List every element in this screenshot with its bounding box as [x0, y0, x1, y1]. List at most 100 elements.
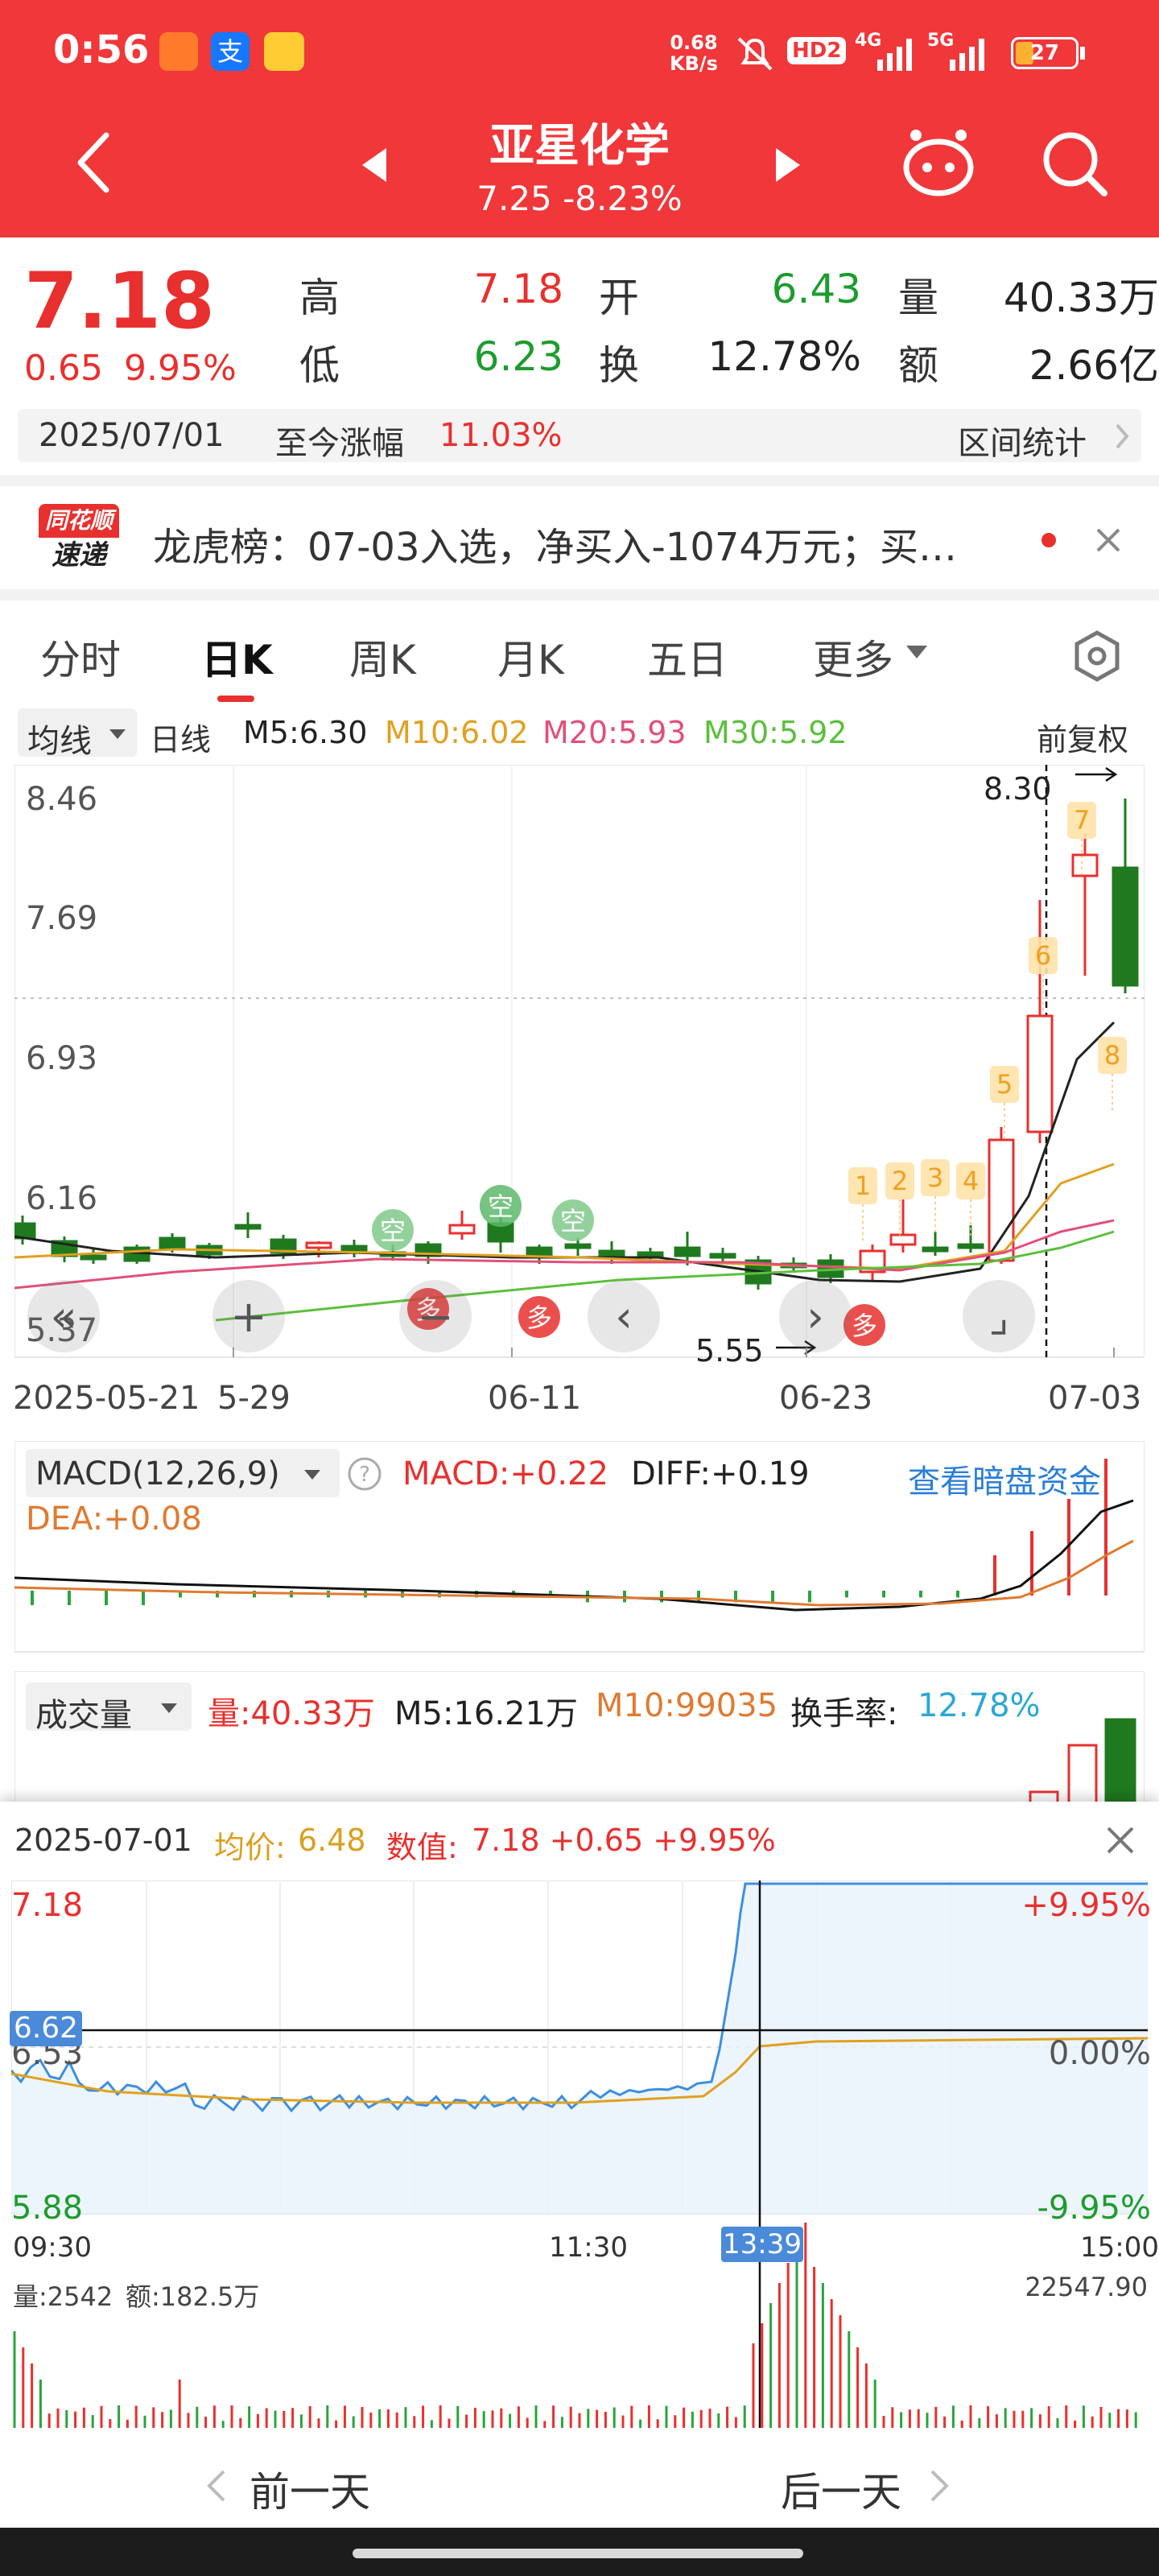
signal-marker-label: 多	[415, 1294, 441, 1325]
news-text[interactable]: 龙虎榜：07-03入选，净买入-1074万元；买…	[153, 525, 957, 570]
y-label-4: 6.16	[26, 1180, 98, 1217]
close-icon[interactable]	[1106, 1826, 1135, 1855]
x-date-2: 5-29	[217, 1380, 291, 1417]
search-icon[interactable]	[1040, 129, 1109, 198]
back-icon[interactable]	[71, 130, 116, 195]
candle	[526, 1246, 553, 1257]
counter-label: 6	[1035, 940, 1051, 971]
ma10-value: M10:6.02	[385, 715, 529, 750]
volume-value: 40.33万	[1003, 275, 1159, 321]
candle	[922, 1246, 949, 1253]
price-area	[11, 1884, 1148, 2214]
ma5-value: M5:6.30	[243, 715, 368, 750]
tab-weekly-k[interactable]: 周K	[349, 637, 416, 683]
volume-label: 量	[898, 275, 938, 321]
candle	[1071, 853, 1099, 877]
news-ticker[interactable]: 同花顺 速递 龙虎榜：07-03入选，净买入-1074万元；买…	[0, 486, 1159, 589]
since-value: 11.03%	[439, 417, 563, 454]
home-indicator[interactable]	[353, 2549, 803, 2558]
next-day-button[interactable]: 后一天	[781, 2469, 901, 2516]
intra-y-top: 7.18	[11, 1887, 84, 1924]
macd-selector[interactable]: MACD(12,26,9)	[26, 1449, 340, 1497]
system-nav-bar	[0, 2528, 1159, 2576]
settings-hexagon-icon[interactable]	[1070, 630, 1124, 683]
y-label-3: 6.93	[26, 1040, 98, 1077]
ma-selector[interactable]: 均线	[18, 708, 137, 760]
counter-badge	[1067, 802, 1096, 839]
prev-stock-icon[interactable]	[359, 145, 391, 185]
unread-dot	[1041, 533, 1056, 547]
ma-type: 日线	[150, 722, 212, 758]
diff-line	[14, 1499, 1134, 1612]
y-label-1: 8.46	[26, 781, 98, 818]
ma10-line	[14, 1162, 1115, 1270]
amount-value: 2.66亿	[1029, 342, 1159, 389]
stock-name: 亚星化学	[489, 120, 670, 172]
zoom-minus-button[interactable]: −	[399, 1280, 472, 1352]
time-noon: 11:30	[549, 2231, 628, 2264]
fullscreen-button[interactable]: ⌟	[963, 1280, 1035, 1352]
scroll-right-button[interactable]: ›	[779, 1280, 852, 1352]
price-line	[11, 1882, 1148, 2113]
counter-badge	[921, 1159, 950, 1196]
signal-marker-label: 空	[380, 1216, 406, 1246]
counter-label: 4	[963, 1166, 979, 1196]
zoom-out-button[interactable]: «	[27, 1280, 100, 1352]
counter-badge	[848, 1167, 877, 1204]
vol-value: 量:40.33万	[208, 1695, 375, 1732]
open-label: 开	[599, 275, 639, 321]
intra-pct-mid: 0.00%	[1048, 2035, 1151, 2072]
dropdown-icon	[304, 1470, 320, 1480]
scroll-left-button[interactable]: ‹	[588, 1280, 660, 1352]
hd-badge: HD2	[787, 37, 847, 64]
tab-timeshare[interactable]: 分时	[40, 637, 121, 683]
max-price-label: 8.30	[984, 771, 1052, 807]
adjust-mode[interactable]: 前复权	[1037, 722, 1129, 758]
volume-chart	[14, 1671, 1145, 1808]
macd-value: MACD:+0.22	[402, 1455, 608, 1492]
chevron-right-icon	[930, 2470, 949, 2502]
prev-day-button[interactable]: 前一天	[250, 2469, 370, 2516]
low-label: 低	[299, 342, 340, 389]
interval-stats-button[interactable]: 区间统计	[958, 425, 1087, 462]
robot-assistant-icon[interactable]	[901, 127, 975, 196]
kline-chart[interactable]: 空空 空多多多1 2 3 45678	[14, 765, 1145, 1360]
zoom-in-button[interactable]: +	[212, 1280, 285, 1352]
intraday-chart[interactable]	[11, 1880, 1148, 2428]
vol-m10: M10:99035	[596, 1687, 778, 1724]
dropdown-icon	[161, 1703, 177, 1713]
tab-monthly-k[interactable]: 月K	[497, 637, 564, 683]
signal-marker	[843, 1304, 885, 1346]
since-label: 至今涨幅	[275, 425, 404, 462]
popup-date: 2025-07-01	[14, 1823, 192, 1858]
price-change: 0.65	[24, 348, 103, 389]
close-icon[interactable]	[1095, 526, 1122, 554]
cursor-price-label: 6.62	[10, 2011, 82, 2046]
counter-badge	[885, 1162, 914, 1199]
help-icon[interactable]: ?	[346, 1455, 383, 1492]
signal-marker-label: 空	[488, 1191, 514, 1222]
x-date-5: 07-03	[1048, 1380, 1142, 1417]
amount-label: 额	[898, 342, 938, 389]
candle	[80, 1254, 107, 1261]
avg-label: 均价:	[214, 1830, 286, 1865]
next-stock-icon[interactable]	[771, 145, 803, 185]
tab-more[interactable]: 更多	[813, 637, 893, 683]
y-label-2: 7.69	[26, 900, 98, 937]
high-value: 7.18	[473, 266, 563, 312]
interval-bar[interactable]: 2025/07/01 至今涨幅 11.03% 区间统计	[18, 409, 1141, 462]
volume-selector[interactable]: 成交量	[26, 1682, 192, 1734]
volume-bar	[1104, 1718, 1136, 1808]
status-bar: 0:56 支 0.68 KB/s HD2 4G 5G 27	[0, 0, 1159, 105]
counter-badge	[956, 1162, 985, 1199]
app-notification-icon	[159, 32, 198, 71]
tab-five-day[interactable]: 五日	[647, 637, 728, 683]
intra-y-bottom: 5.88	[11, 2190, 84, 2227]
tab-daily-k[interactable]: 日K	[201, 637, 273, 683]
turnover-rate-value: 12.78%	[918, 1687, 1041, 1724]
interval-date: 2025/07/01	[39, 417, 225, 454]
low-value: 6.23	[473, 333, 563, 380]
ths-logo: 同花顺 速递	[39, 504, 119, 573]
intra-pct-bottom: -9.95%	[1037, 2190, 1151, 2227]
dark-pool-link[interactable]: 查看暗盘资金	[908, 1463, 1101, 1501]
